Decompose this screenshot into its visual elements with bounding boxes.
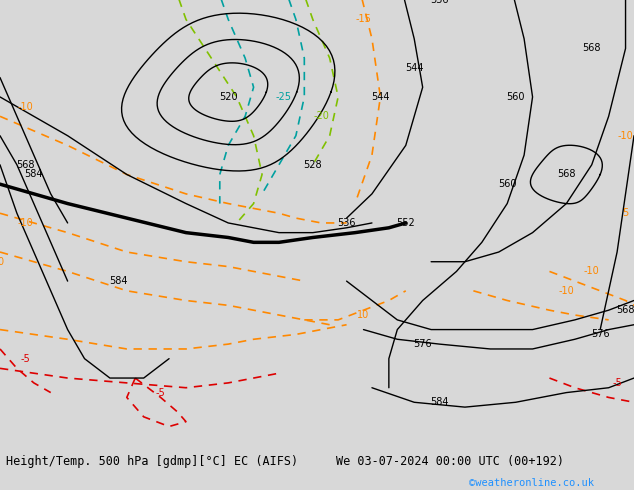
Text: -20: -20 [313, 111, 329, 122]
Text: 568: 568 [583, 44, 601, 53]
Text: 520: 520 [219, 92, 238, 102]
Text: -10: -10 [18, 101, 33, 112]
Text: 560: 560 [498, 179, 517, 189]
Text: 536: 536 [337, 218, 356, 228]
Text: 544: 544 [405, 63, 424, 73]
Text: 584: 584 [109, 276, 127, 286]
Text: 552: 552 [396, 218, 415, 228]
Text: 544: 544 [371, 92, 390, 102]
Text: -5: -5 [156, 388, 165, 397]
Text: 536: 536 [430, 0, 449, 5]
Text: 5: 5 [623, 208, 629, 218]
Text: -10: -10 [618, 131, 633, 141]
Text: 584: 584 [25, 170, 43, 179]
Text: -25: -25 [275, 92, 291, 102]
Text: -15: -15 [356, 14, 372, 24]
Text: 0: 0 [0, 257, 3, 267]
Text: 584: 584 [430, 397, 449, 407]
Text: 560: 560 [507, 92, 525, 102]
Text: 10: 10 [358, 310, 370, 320]
Text: -5: -5 [612, 378, 622, 388]
Text: 568: 568 [616, 305, 634, 315]
Text: -10: -10 [559, 286, 574, 296]
Text: 528: 528 [304, 160, 322, 170]
Text: Height/Temp. 500 hPa [gdmp][°C] EC (AIFS): Height/Temp. 500 hPa [gdmp][°C] EC (AIFS… [6, 455, 299, 468]
Text: 568: 568 [16, 160, 35, 170]
Text: -5: -5 [20, 354, 30, 364]
Text: 576: 576 [413, 339, 432, 349]
Text: -10: -10 [584, 267, 600, 276]
Text: We 03-07-2024 00:00 UTC (00+192): We 03-07-2024 00:00 UTC (00+192) [336, 455, 564, 468]
Text: 576: 576 [591, 329, 609, 340]
Text: 568: 568 [557, 170, 576, 179]
Text: -10: -10 [18, 218, 33, 228]
Text: ©weatheronline.co.uk: ©weatheronline.co.uk [469, 478, 594, 489]
